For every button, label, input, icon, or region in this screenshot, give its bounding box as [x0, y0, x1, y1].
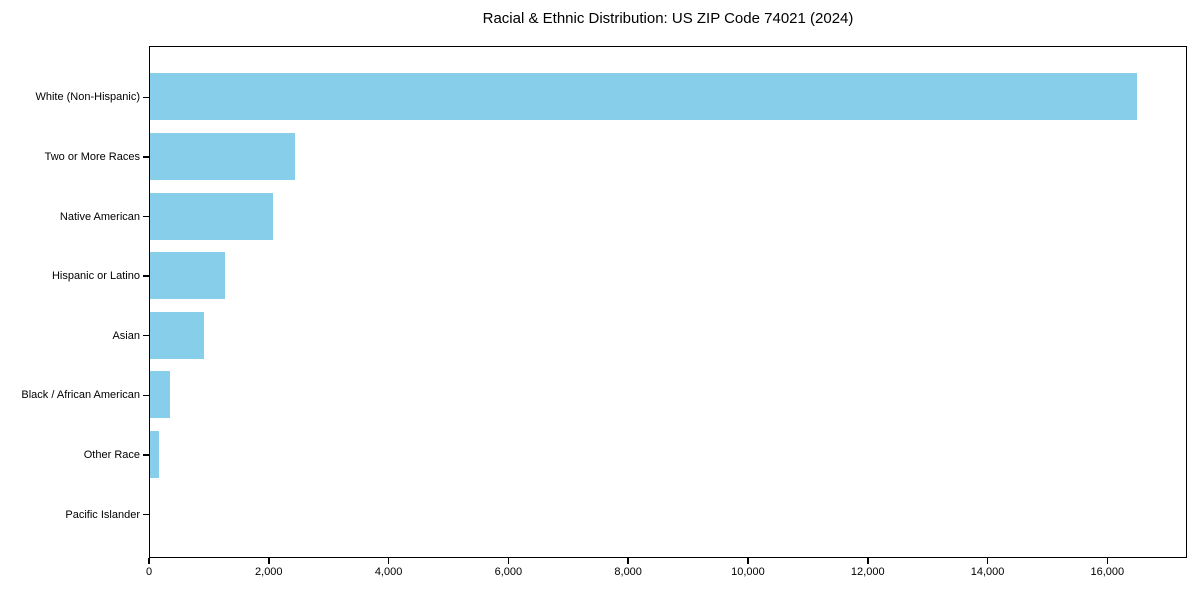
bar	[150, 73, 1138, 121]
x-tick-mark	[387, 558, 390, 564]
y-tick-mark	[143, 156, 149, 158]
y-tick-label: Native American	[59, 210, 140, 223]
bar	[150, 192, 274, 240]
y-tick-label: Asian	[112, 329, 140, 342]
x-tick-label: 10,000	[731, 566, 765, 578]
x-tick-label: 12,000	[850, 566, 885, 578]
x-tick-mark	[148, 558, 150, 564]
y-tick-mark	[143, 454, 149, 456]
x-tick-label: 4,000	[374, 566, 403, 578]
x-tick-label: 16,000	[1090, 566, 1125, 578]
x-tick-mark	[867, 558, 869, 564]
bar	[150, 311, 205, 359]
bar	[150, 252, 225, 300]
plot-area	[149, 46, 1187, 558]
y-tick-mark	[143, 334, 149, 337]
bar	[150, 430, 159, 478]
y-tick-label: Hispanic or Latino	[51, 270, 140, 283]
y-tick-mark	[143, 513, 149, 516]
x-tick-mark	[507, 558, 510, 564]
y-tick-label: Other Race	[83, 448, 140, 461]
x-tick-mark	[1106, 558, 1109, 564]
x-tick-mark	[627, 558, 629, 564]
x-tick-label: 2,000	[255, 566, 283, 578]
y-tick-mark	[143, 394, 149, 397]
x-tick-mark	[747, 558, 749, 564]
y-tick-mark	[143, 215, 149, 218]
y-tick-mark	[143, 96, 149, 99]
x-tick-label: 6,000	[494, 566, 523, 578]
y-tick-label: Two or More Races	[44, 150, 140, 163]
x-tick-label: 0	[145, 566, 153, 578]
y-tick-mark	[143, 275, 149, 277]
x-tick-label: 14,000	[970, 566, 1005, 578]
x-tick-mark	[986, 558, 989, 564]
chart-title: Racial & Ethnic Distribution: US ZIP Cod…	[482, 10, 854, 27]
y-tick-label: Pacific Islander	[65, 508, 140, 521]
y-tick-label: White (Non-Hispanic)	[35, 91, 140, 104]
bar	[150, 371, 171, 419]
y-tick-label: Black / African American	[21, 389, 140, 402]
x-tick-label: 8,000	[614, 566, 642, 578]
bar	[150, 132, 295, 180]
x-tick-mark	[268, 558, 270, 564]
